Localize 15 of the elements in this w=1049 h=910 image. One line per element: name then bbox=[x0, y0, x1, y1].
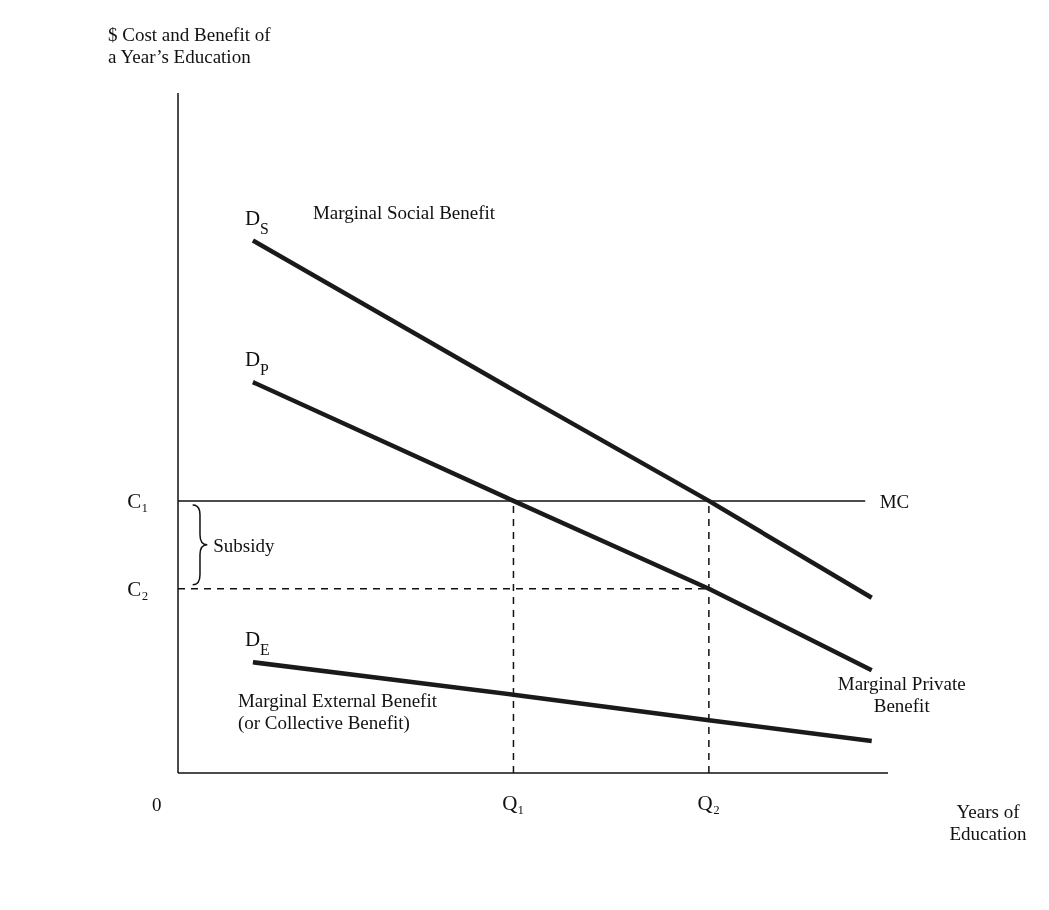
x-tick-label: Q₂ bbox=[697, 790, 721, 815]
ref-line-label: C₁ bbox=[127, 488, 149, 513]
annotation: D$_{E}$ bbox=[244, 627, 270, 658]
annotation: Subsidy bbox=[213, 534, 276, 556]
annotation: D$_{P}$ bbox=[244, 347, 270, 378]
ref-line-label: C₂ bbox=[127, 576, 149, 601]
series-label: Marginal Private Benefit bbox=[837, 673, 966, 717]
text: D$_{S}$ bbox=[244, 205, 269, 236]
annotation: MC bbox=[879, 490, 910, 512]
text: 0 bbox=[152, 794, 162, 815]
text: Marginal Social Benefit bbox=[312, 201, 496, 223]
x-tick-label: Q₁ bbox=[502, 790, 525, 815]
series-label: Marginal External Benefit (or Collective Benefit) bbox=[237, 690, 438, 735]
text: $ Cost and Benefit of a Year’s Education bbox=[108, 24, 272, 67]
x-axis-title: Years of Education bbox=[949, 801, 1028, 844]
